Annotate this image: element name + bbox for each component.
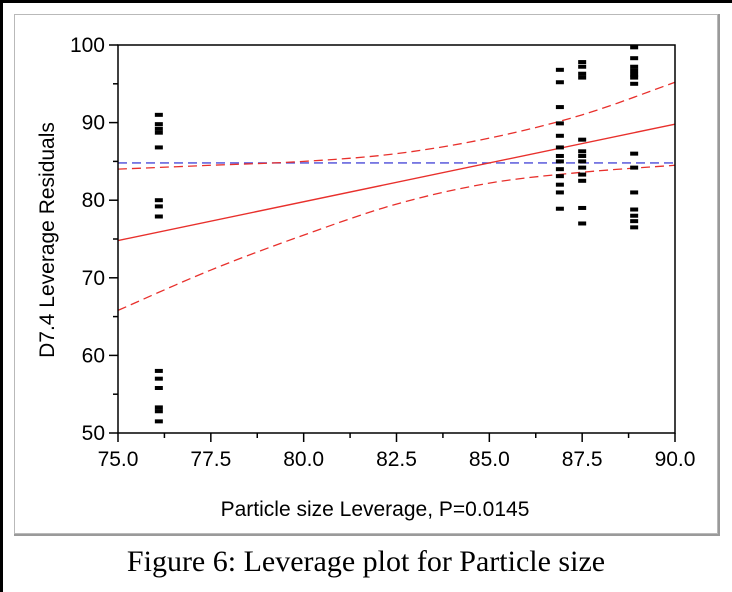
frame-left-border — [0, 0, 3, 592]
data-point — [555, 174, 564, 179]
data-point — [578, 60, 587, 65]
y-tick-label: 80 — [82, 189, 105, 212]
data-point — [578, 153, 587, 158]
data-point — [630, 56, 639, 61]
x-tick-label: 80.0 — [283, 448, 324, 471]
data-point — [154, 385, 163, 390]
data-point — [555, 190, 564, 195]
data-point — [578, 149, 587, 154]
data-point — [555, 133, 564, 138]
panel-shadow-bottom — [14, 533, 720, 536]
confidence-upper-curve — [117, 81, 676, 170]
panel-shadow-right — [717, 14, 720, 536]
data-point — [578, 172, 587, 177]
x-tick-label: 87.5 — [562, 448, 603, 471]
data-point — [630, 219, 639, 224]
data-point — [154, 405, 163, 410]
x-tick-label: 77.5 — [190, 448, 231, 471]
data-point — [555, 145, 564, 150]
data-point — [578, 205, 587, 210]
axes-layer: 50 60 70 80 90 100 75.0 77.5 80.0 82.5 85.0 87.5 90.… — [70, 34, 695, 471]
y-tick-label: 70 — [82, 267, 105, 290]
data-point — [578, 165, 587, 170]
data-point — [630, 72, 639, 77]
data-point — [555, 80, 564, 85]
y-axis-title: D7.4 Leverage Residuals — [36, 122, 59, 358]
figure-caption: Figure 6: Leverage plot for Particle siz… — [126, 545, 606, 578]
data-point — [630, 64, 639, 69]
leverage-plot: 50 60 70 80 90 100 75.0 77.5 80.0 82.5 85.0 87.5 90.… — [36, 34, 695, 521]
data-point — [154, 376, 163, 381]
data-point — [555, 67, 564, 72]
data-point — [630, 207, 639, 212]
data-point — [154, 145, 163, 150]
y-tick-label: 60 — [82, 344, 105, 367]
data-point — [630, 45, 639, 50]
data-point — [630, 225, 639, 230]
lines-layer — [117, 81, 676, 311]
x-tick-label: 85.0 — [469, 448, 510, 471]
y-tick-label: 90 — [82, 112, 105, 135]
data-point — [555, 206, 564, 211]
data-point — [578, 178, 587, 183]
data-point — [555, 105, 564, 110]
fit-line — [117, 123, 676, 242]
data-point — [154, 214, 163, 219]
data-point — [154, 204, 163, 209]
data-point — [578, 137, 587, 142]
x-tick-label: 82.5 — [376, 448, 417, 471]
frame-top-border — [0, 0, 732, 3]
data-point — [630, 81, 639, 86]
data-point — [154, 122, 163, 127]
plot-frame — [117, 44, 676, 434]
x-tick-label: 90.0 — [655, 448, 696, 471]
data-point — [154, 130, 163, 135]
data-point — [555, 121, 564, 126]
data-point — [578, 159, 587, 164]
data-point — [154, 409, 163, 414]
data-point — [630, 68, 639, 73]
data-point — [630, 75, 639, 80]
data-point — [154, 368, 163, 373]
x-axis-title: Particle size Leverage, P=0.0145 — [221, 498, 530, 521]
figure-panel — [14, 14, 718, 534]
data-point — [555, 153, 564, 158]
data-point — [630, 151, 639, 156]
data-point — [630, 190, 639, 195]
data-point — [578, 221, 587, 226]
y-tick-label: 100 — [70, 34, 105, 57]
data-point — [154, 112, 163, 117]
data-point — [154, 198, 163, 203]
data-point — [630, 165, 639, 170]
data-point — [630, 213, 639, 218]
data-point — [555, 167, 564, 172]
data-point — [578, 71, 587, 76]
data-point — [154, 126, 163, 131]
points-layer — [154, 45, 639, 424]
y-tick-label: 50 — [82, 422, 105, 445]
data-point — [555, 182, 564, 187]
x-tick-label: 75.0 — [98, 448, 139, 471]
confidence-lower-curve — [117, 164, 676, 311]
data-point — [578, 75, 587, 80]
data-point — [578, 64, 587, 69]
data-point — [154, 419, 163, 424]
data-point — [555, 159, 564, 164]
